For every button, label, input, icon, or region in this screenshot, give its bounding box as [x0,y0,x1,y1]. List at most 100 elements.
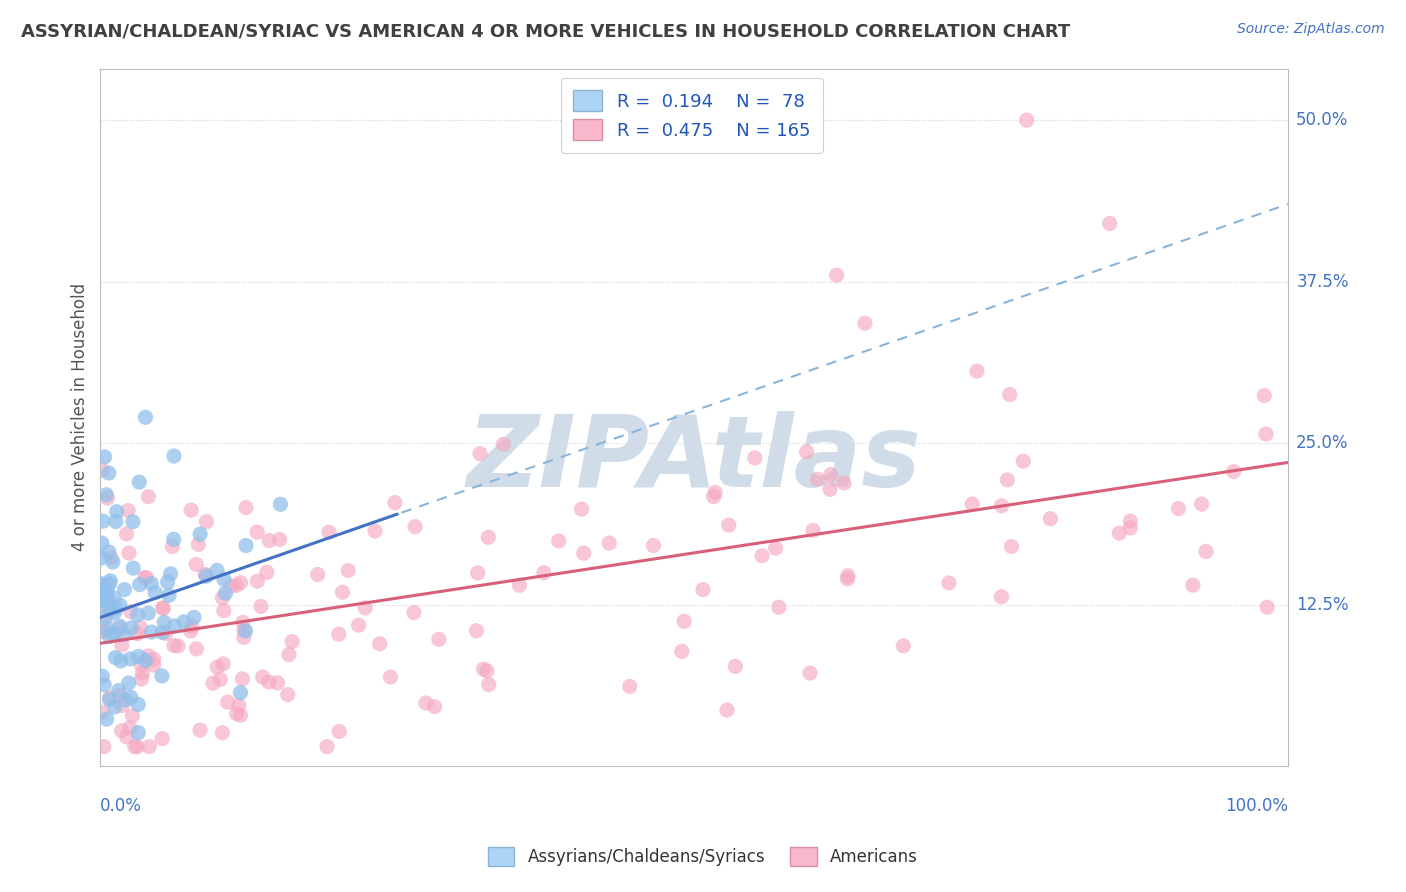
Point [90,624,112,639]
Point [173,615,195,629]
Point [98,576,121,591]
Point [1181,578,1204,592]
Point [114,693,136,707]
Point [266,676,288,690]
Point [232,615,254,630]
Point [91,583,114,598]
Point [960,497,983,511]
Point [703,490,725,504]
Point [269,533,291,547]
Text: 100.0%: 100.0% [1225,797,1288,814]
Point [120,621,142,635]
Point [167,639,190,653]
Point [110,654,132,668]
Point [571,502,593,516]
Point [103,626,125,640]
Point [825,268,848,283]
Legend: Assyrians/Chaldeans/Syriacs, Americans: Assyrians/Chaldeans/Syriacs, Americans [479,838,927,875]
Point [118,676,141,690]
Point [201,676,224,690]
Point [671,644,693,658]
Point [468,447,491,461]
Point [1108,526,1130,541]
Point [103,591,125,605]
Point [1012,454,1035,468]
Point [91,463,114,477]
Point [162,540,184,554]
Point [180,503,202,517]
Point [231,672,253,686]
Point [90,576,112,591]
Point [118,721,141,735]
Point [163,449,186,463]
Point [853,316,876,330]
Point [105,505,128,519]
Point [465,624,488,638]
Point [250,599,273,614]
Point [318,525,340,540]
Point [704,485,727,500]
Point [332,585,354,599]
Point [212,572,235,586]
Point [115,527,138,541]
Point [128,577,150,591]
Point [152,601,174,615]
Point [138,490,160,504]
Text: ZIPAtlas: ZIPAtlas [467,410,921,508]
Point [97,466,120,480]
Point [91,578,114,592]
Point [233,623,256,637]
Point [96,622,118,636]
Point [117,503,139,517]
Point [96,488,118,502]
Point [225,706,247,721]
Point [235,539,257,553]
Point [1015,113,1038,128]
Point [90,551,112,566]
Point [229,575,252,590]
Point [118,546,141,560]
Point [141,576,163,591]
Point [112,627,135,641]
Point [183,610,205,624]
Point [136,606,159,620]
Point [354,600,377,615]
Text: ASSYRIAN/CHALDEAN/SYRIAC VS AMERICAN 4 OR MORE VEHICLES IN HOUSEHOLD CORRELATION: ASSYRIAN/CHALDEAN/SYRIAC VS AMERICAN 4 O… [21,22,1070,40]
Point [214,586,236,600]
Point [97,545,120,559]
Point [104,515,127,529]
Point [91,592,114,607]
Point [278,648,301,662]
Point [195,569,218,583]
Point [832,475,855,490]
Point [131,666,153,681]
Text: 12.5%: 12.5% [1296,596,1348,614]
Point [96,591,118,605]
Point [111,698,134,713]
Point [150,669,173,683]
Point [93,678,115,692]
Point [163,639,186,653]
Point [1098,217,1121,231]
Point [1119,521,1142,535]
Point [104,700,127,714]
Point [277,688,299,702]
Point [205,660,228,674]
Point [94,608,117,623]
Point [1222,465,1244,479]
Point [153,615,176,630]
Point [188,527,211,541]
Point [598,536,620,550]
Point [98,574,121,588]
Point [384,496,406,510]
Point [368,637,391,651]
Point [619,680,641,694]
Point [492,437,515,451]
Point [1000,540,1022,554]
Point [316,739,339,754]
Point [478,677,501,691]
Point [990,499,1012,513]
Point [150,731,173,746]
Point [141,625,163,640]
Point [211,591,233,605]
